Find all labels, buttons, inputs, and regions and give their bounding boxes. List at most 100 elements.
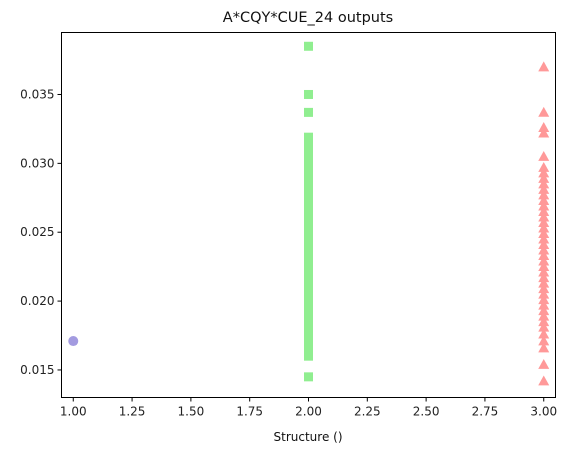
data-point (304, 132, 313, 142)
data-point (304, 107, 313, 117)
x-tick-label: 3.00 (530, 405, 557, 419)
data-point (304, 285, 313, 295)
data-point (538, 228, 550, 238)
data-point (304, 274, 313, 284)
y-tick-label: 0.015 (20, 363, 54, 377)
data-point (538, 122, 550, 132)
data-point (538, 189, 550, 200)
data-point (304, 202, 313, 212)
data-point (538, 244, 550, 255)
data-point (538, 239, 550, 250)
data-point (304, 296, 313, 306)
data-point (538, 233, 550, 244)
data-point (304, 230, 313, 240)
data-point (538, 127, 550, 138)
data-point (304, 213, 313, 223)
data-point (538, 184, 550, 194)
data-point (538, 342, 550, 353)
data-point (538, 150, 550, 161)
x-tick-label: 2.25 (354, 405, 381, 419)
data-point (304, 153, 313, 163)
data-point (538, 173, 550, 183)
data-point (304, 269, 313, 279)
data-point (304, 340, 313, 350)
data-point (304, 191, 313, 201)
data-point (304, 41, 313, 51)
data-point (304, 263, 313, 273)
data-point (304, 333, 313, 343)
x-tick-label: 1.50 (178, 405, 205, 419)
chart-title: A*CQY*CUE_24 outputs (223, 10, 393, 26)
data-point (304, 224, 313, 234)
data-point (304, 307, 313, 317)
data-point (304, 169, 313, 179)
data-point (538, 222, 550, 233)
data-point (68, 336, 79, 347)
x-tick-label: 1.25 (119, 405, 146, 419)
data-point (304, 280, 313, 290)
data-point (304, 89, 313, 99)
data-point (538, 277, 550, 288)
data-point (304, 372, 313, 382)
y-tick-label: 0.035 (20, 87, 54, 101)
data-point (304, 208, 313, 218)
data-point (538, 310, 550, 321)
data-point (304, 219, 313, 229)
x-axis-label: Structure () (274, 430, 343, 444)
y-axis: 0.015 0.020 0.025 0.030 0.035 (20, 87, 62, 377)
data-point (304, 164, 313, 174)
data-point (538, 211, 550, 222)
data-point (304, 241, 313, 251)
data-point (304, 235, 313, 245)
y-tick-label: 0.025 (20, 225, 54, 239)
data-point (538, 272, 550, 283)
x-tick-label: 1.00 (60, 405, 87, 419)
data-point (538, 250, 550, 261)
data-point (304, 313, 313, 323)
x-tick-label: 1.75 (236, 405, 263, 419)
data-point (538, 283, 550, 294)
data-point (538, 299, 550, 310)
y-tick-label: 0.030 (20, 156, 54, 170)
data-point (304, 302, 313, 312)
data-point (538, 321, 550, 332)
data-points (68, 41, 550, 386)
data-point (538, 266, 550, 277)
data-point (538, 335, 550, 346)
data-point (538, 195, 550, 205)
data-point (304, 158, 313, 168)
data-point (304, 291, 313, 301)
data-point (538, 305, 550, 316)
data-point (538, 316, 550, 327)
data-point (304, 258, 313, 268)
data-point (538, 261, 550, 272)
x-tick-label: 2.00 (295, 405, 322, 419)
data-point (538, 161, 550, 172)
data-point (538, 167, 550, 178)
data-point (304, 186, 313, 196)
data-point (538, 217, 550, 227)
data-point (304, 247, 313, 256)
y-tick-label: 0.020 (20, 294, 54, 308)
data-point (304, 175, 313, 185)
data-point (304, 147, 313, 157)
data-point (538, 61, 550, 72)
data-point (304, 320, 313, 329)
data-point (538, 294, 550, 305)
data-point (538, 200, 550, 211)
data-point (538, 288, 550, 299)
x-axis: 1.00 1.25 1.50 1.75 2.00 2.25 2.50 2.75 3.00 (60, 397, 557, 419)
data-point (538, 375, 550, 386)
data-point (304, 197, 313, 207)
data-point (304, 351, 313, 361)
data-point (304, 252, 313, 262)
data-point (538, 206, 550, 216)
data-point (538, 255, 550, 266)
data-point (538, 178, 550, 189)
data-point (304, 326, 313, 336)
data-point (304, 180, 313, 190)
data-point (538, 328, 550, 339)
data-point (538, 358, 550, 369)
